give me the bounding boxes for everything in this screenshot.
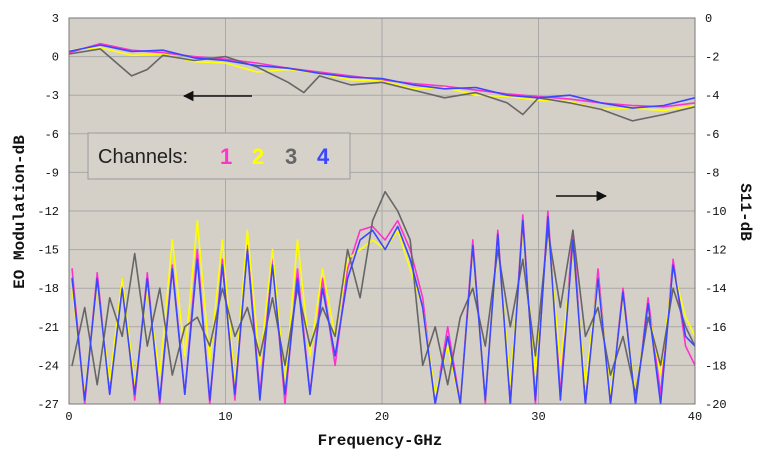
series-layer (69, 42, 695, 404)
legend-entry-4: 4 (317, 144, 330, 169)
right-tick-label: -18 (705, 359, 727, 373)
legend-entry-3: 3 (285, 144, 297, 169)
legend-entry-2: 2 (252, 144, 264, 169)
s11-series-4 (71, 216, 695, 404)
x-ticks: 0 10 20 30 40 (65, 410, 702, 424)
right-tick-label: -12 (705, 244, 727, 258)
right-tick-label: -20 (705, 398, 727, 412)
left-tick-label: -3 (45, 89, 59, 103)
legend-box (87, 132, 351, 180)
right-tick-label: -10 (705, 205, 727, 219)
left-ticks: 3 0 -3 -6 -9 -12 -15 -18 -21 -24 -27 (37, 12, 59, 412)
left-tick-label: -24 (37, 359, 59, 373)
x-tick-label: 10 (218, 410, 232, 424)
right-tick-label: -14 (705, 282, 727, 296)
eo-series-4 (69, 44, 695, 109)
right-ticks: 0 -2 -4 -6 -8 -10 -12 -14 -16 -18 -20 (705, 12, 727, 412)
right-tick-label: 0 (705, 12, 712, 26)
x-tick-label: 20 (375, 410, 389, 424)
x-tick-label: 0 (65, 410, 72, 424)
plot-frame (68, 17, 696, 405)
left-axis-title: EO Modulation-dB (11, 135, 29, 289)
left-tick-label: -6 (45, 128, 59, 142)
left-tick-label: -15 (37, 244, 59, 258)
eo-series-1 (69, 42, 695, 108)
left-tick-label: -9 (45, 166, 59, 180)
x-tick-label: 40 (688, 410, 702, 424)
right-tick-label: -16 (705, 321, 727, 335)
right-tick-label: -8 (705, 166, 719, 180)
right-tick-label: -4 (705, 89, 719, 103)
right-tick-label: -2 (705, 51, 719, 65)
legend-label: Channels: (98, 146, 188, 168)
right-tick-label: -6 (705, 128, 719, 142)
left-tick-label: 0 (52, 51, 59, 65)
eo-series-3 (69, 48, 695, 122)
legend-entry-1: 1 (220, 144, 232, 169)
left-tick-label: -21 (37, 321, 59, 335)
left-tick-label: -18 (37, 282, 59, 296)
legend: Channels: 1 2 3 4 (87, 132, 351, 180)
left-tick-label: -12 (37, 205, 59, 219)
x-tick-label: 30 (531, 410, 545, 424)
left-tick-label: -27 (37, 398, 59, 412)
right-axis-title: S11-dB (736, 183, 754, 241)
x-axis-title: Frequency-GHz (318, 432, 443, 449)
left-tick-label: 3 (52, 12, 59, 26)
